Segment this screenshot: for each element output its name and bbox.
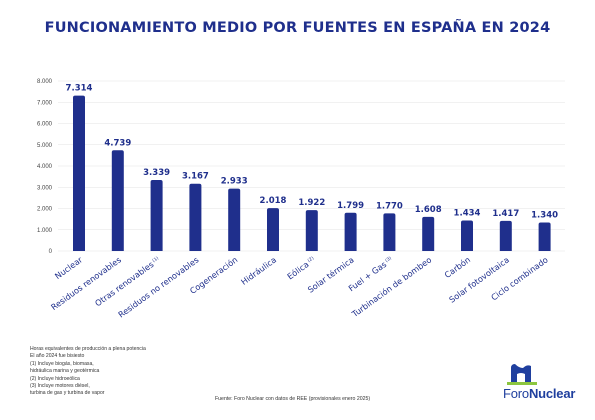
bar-value-label: 1.417 xyxy=(492,209,519,219)
bar-value-label: 1.608 xyxy=(415,205,442,215)
y-tick-label: 6.000 xyxy=(37,122,53,128)
bar-value-label: 3.167 xyxy=(182,172,209,182)
bar-value-label: 2.018 xyxy=(260,196,287,206)
bar-value-label: 2.933 xyxy=(221,177,248,187)
bar-value-label: 1.922 xyxy=(298,198,325,208)
category-label-text: Carbón xyxy=(442,255,472,280)
bar xyxy=(150,180,163,251)
bar-value-label: 1.770 xyxy=(376,201,403,211)
category-label-text: Nuclear xyxy=(53,254,85,281)
source-note: Fuente: Foro Nuclear con datos de REE (p… xyxy=(215,396,371,402)
bar xyxy=(461,220,473,251)
category-label-text: Hidráulica xyxy=(239,255,278,287)
category-label-text: Turbinación de bombeo xyxy=(349,255,433,320)
bar xyxy=(422,216,435,251)
category-label: Eólica (2) xyxy=(285,254,317,281)
category-footnote-mark: (3) xyxy=(383,255,393,265)
category-label: Nuclear xyxy=(53,254,85,281)
bar xyxy=(111,150,124,251)
footnote-line: (1) Incluye biogás, biomasa, xyxy=(30,360,94,367)
bar xyxy=(228,188,241,251)
category-label-text: Residuos renovables xyxy=(49,255,123,313)
logo-text-foro: Foro xyxy=(503,386,529,401)
y-tick-label: 7.000 xyxy=(37,100,53,106)
bar-value-label: 1.434 xyxy=(454,209,481,219)
bar xyxy=(267,208,279,251)
footnote-line: (3) Incluye motores diésel, xyxy=(30,383,90,390)
bar-value-label: 1.340 xyxy=(531,211,558,221)
bar xyxy=(344,212,357,251)
footnote-line: (2) Incluye hidroeólica xyxy=(30,375,80,382)
footnote-line: El año 2024 fue bisiesto xyxy=(30,353,85,360)
y-tick-label: 5.000 xyxy=(37,143,53,149)
bar-value-label: 3.339 xyxy=(143,168,170,178)
bar-value-label: 4.739 xyxy=(104,138,131,148)
y-tick-label: 0 xyxy=(49,249,53,255)
y-tick-label: 1.000 xyxy=(37,228,53,234)
y-tick-label: 8.000 xyxy=(37,79,53,85)
foro-nuclear-logo-icon xyxy=(507,364,537,385)
bar xyxy=(189,183,202,251)
y-tick-label: 3.000 xyxy=(37,185,53,191)
category-footnote-mark: (2) xyxy=(305,255,315,265)
chart-title: FUNCIONAMIENTO MEDIO POR FUENTES EN ESPA… xyxy=(44,20,551,36)
category-label: Residuos renovables xyxy=(49,255,123,313)
category-footnote-mark: (1) xyxy=(150,255,160,265)
bar xyxy=(499,220,512,251)
footnote-line: Horas equivalentes de producción a plena… xyxy=(30,346,146,352)
bar-value-label: 1.799 xyxy=(337,201,364,211)
category-label: Otras renovables (1) xyxy=(93,254,162,308)
category-label: Turbinación de bombeo xyxy=(349,255,433,320)
y-tick-label: 4.000 xyxy=(37,164,53,170)
bar xyxy=(305,210,318,251)
bar-value-label: 7.314 xyxy=(66,84,93,94)
category-label: Carbón xyxy=(442,255,472,280)
footnote-line: hidráulica marina y geotérmica xyxy=(30,368,100,375)
bar xyxy=(73,95,85,251)
logo-text-nuclear: Nuclear xyxy=(528,386,576,401)
category-label: Hidráulica xyxy=(239,255,278,287)
bar xyxy=(538,222,551,251)
logo-wordmark: ForoNuclear xyxy=(503,386,575,401)
y-tick-label: 2.000 xyxy=(37,207,53,213)
footnotes: Horas equivalentes de producción a plena… xyxy=(30,346,146,398)
bar xyxy=(383,213,396,251)
footnote-line: turbina de gas y turbina de vapor xyxy=(30,390,105,397)
